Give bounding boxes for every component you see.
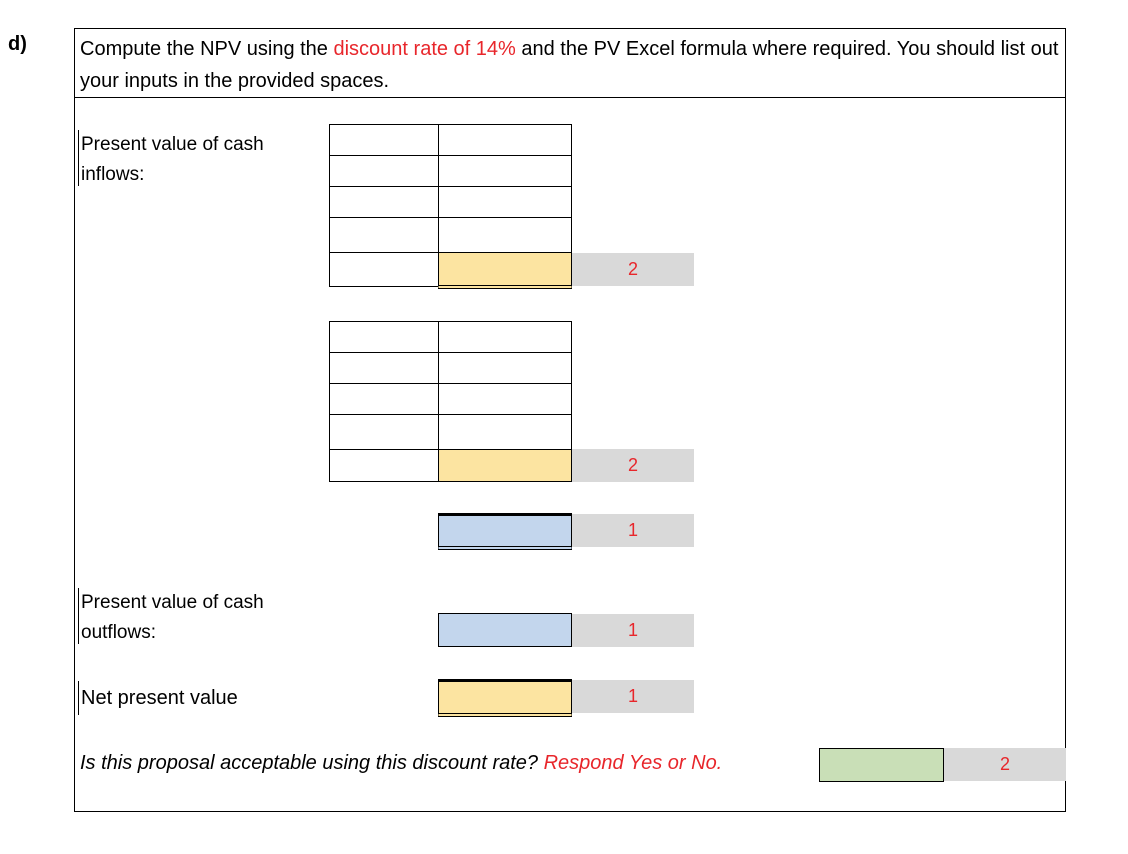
instructions: Compute the NPV using the discount rate … xyxy=(80,33,1060,97)
question-frame xyxy=(74,28,1066,812)
pv-result-cell[interactable] xyxy=(438,449,572,482)
part-label: d) xyxy=(8,33,27,55)
input-cell[interactable] xyxy=(329,252,440,287)
instructions-before: Compute the NPV using the xyxy=(80,38,334,60)
pv-inflows-total-cell[interactable] xyxy=(438,513,572,550)
input-cell[interactable] xyxy=(329,124,440,157)
input-cell[interactable] xyxy=(438,414,572,451)
discount-rate-highlight: discount rate of 14% xyxy=(333,38,516,60)
input-cell[interactable] xyxy=(329,414,440,451)
decision-question-text: Is this proposal acceptable using this d… xyxy=(80,752,544,774)
input-cell[interactable] xyxy=(329,383,440,416)
input-cell[interactable] xyxy=(438,383,572,416)
input-cell[interactable] xyxy=(438,352,572,385)
decision-answer-cell[interactable] xyxy=(819,748,944,782)
npv-label: Net present value xyxy=(81,687,238,709)
input-cell[interactable] xyxy=(438,124,572,157)
input-cell[interactable] xyxy=(438,217,572,254)
decision-prompt: Respond Yes or No. xyxy=(543,752,723,774)
label-gridline xyxy=(78,681,79,715)
pv-inflows-label-line2: inflows: xyxy=(81,164,145,185)
points-badge: 2 xyxy=(572,449,694,482)
pv-inflows-label-line1: Present value of cash xyxy=(81,134,264,155)
points-badge: 1 xyxy=(572,680,694,713)
points-badge: 1 xyxy=(572,514,694,547)
decision-question: Is this proposal acceptable using this d… xyxy=(80,752,722,775)
input-cell[interactable] xyxy=(329,155,440,188)
input-cell[interactable] xyxy=(438,186,572,219)
points-badge: 1 xyxy=(572,614,694,647)
input-cell[interactable] xyxy=(329,321,440,354)
input-cell[interactable] xyxy=(438,155,572,188)
points-badge: 2 xyxy=(572,253,694,286)
label-gridline xyxy=(78,588,79,644)
pv-outflows-label-line2: outflows: xyxy=(81,622,156,643)
instructions-box xyxy=(74,28,1066,98)
input-cell[interactable] xyxy=(438,321,572,354)
pv-result-cell[interactable] xyxy=(438,252,572,289)
pv-outflows-cell[interactable] xyxy=(438,613,572,647)
instructions-after: and the PV Excel formula where required.… xyxy=(80,38,1059,92)
input-cell[interactable] xyxy=(329,217,440,254)
label-gridline xyxy=(78,130,79,186)
pv-outflows-label-line1: Present value of cash xyxy=(81,592,264,613)
input-cell[interactable] xyxy=(329,449,440,482)
points-badge: 2 xyxy=(944,748,1066,781)
npv-cell[interactable] xyxy=(438,679,572,717)
input-cell[interactable] xyxy=(329,186,440,219)
input-cell[interactable] xyxy=(329,352,440,385)
